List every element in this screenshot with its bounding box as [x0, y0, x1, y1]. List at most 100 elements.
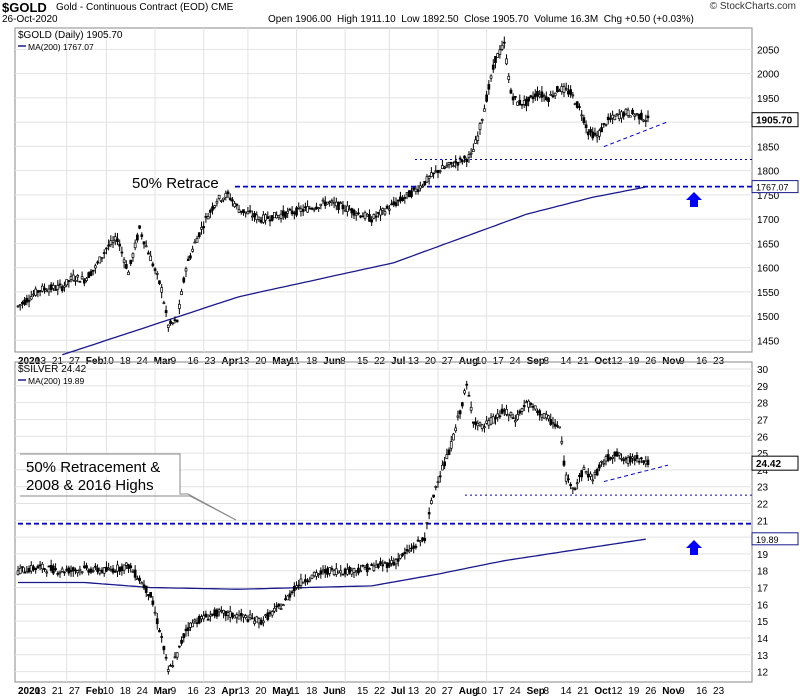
- candle-body: [562, 460, 566, 466]
- candle-body: [54, 568, 57, 571]
- candle-body: [352, 568, 356, 573]
- candle-body: [465, 158, 469, 163]
- candle-body: [18, 568, 22, 574]
- candle-body: [416, 189, 420, 192]
- candle-body: [628, 456, 632, 463]
- candle-body: [330, 568, 334, 570]
- candle-body: [640, 112, 643, 120]
- candle-body: [273, 212, 276, 219]
- candle-body: [315, 206, 318, 210]
- candle-body: [178, 645, 181, 648]
- candle-body: [87, 272, 91, 278]
- candle-body: [637, 113, 641, 120]
- candle-body: [151, 600, 155, 605]
- candle-body: [381, 564, 385, 567]
- y-tick-label: 1650: [757, 239, 780, 250]
- candle-body: [98, 570, 102, 574]
- candle-body: [551, 95, 555, 98]
- candle-body: [38, 290, 42, 292]
- candle-body: [589, 473, 592, 477]
- candle-body: [127, 271, 130, 276]
- candle-body: [403, 552, 407, 554]
- candle-body: [339, 570, 343, 574]
- x-tick-label: 16: [696, 686, 708, 697]
- candle-body: [149, 255, 152, 262]
- candle-body: [372, 565, 376, 571]
- candle-body: [220, 200, 223, 202]
- last-price-label: 24.42: [756, 459, 781, 470]
- candle-body: [116, 238, 119, 243]
- candle-body: [538, 94, 542, 98]
- candle-body: [40, 563, 44, 570]
- candle-body: [549, 419, 553, 425]
- y-tick-label: 21: [757, 516, 769, 527]
- candle-body: [76, 570, 80, 574]
- candle-body: [441, 464, 444, 471]
- candle-body: [266, 612, 270, 620]
- legend-price: $SILVER 24.42: [18, 364, 87, 375]
- candle-body: [310, 574, 314, 579]
- candle-body: [392, 201, 396, 205]
- candle-body: [483, 426, 486, 429]
- x-tick-label: Jul: [391, 686, 406, 697]
- x-tick-label: May: [272, 686, 292, 697]
- candle-body: [551, 422, 555, 424]
- candle-body: [454, 427, 458, 432]
- candle-body: [153, 611, 157, 614]
- candle-body: [383, 211, 387, 215]
- candle-body: [158, 630, 161, 633]
- candle-body: [40, 285, 44, 292]
- candle-body: [164, 310, 168, 314]
- candle-body: [454, 160, 458, 164]
- x-tick-label: 24: [510, 686, 522, 697]
- candle-body: [94, 565, 97, 568]
- candle-body: [144, 245, 148, 248]
- x-tick-label: 8: [544, 686, 550, 697]
- candle-body: [284, 598, 287, 601]
- candle-body: [578, 475, 581, 477]
- candle-body: [410, 547, 413, 550]
- x-tick-label: 20: [255, 686, 267, 697]
- y-tick-label: 25: [757, 449, 769, 460]
- candle-body: [509, 411, 513, 416]
- candle-body: [631, 456, 634, 459]
- candle-body: [410, 190, 413, 197]
- candle-body: [270, 215, 274, 221]
- candle-body: [129, 565, 133, 569]
- candle-body: [312, 208, 316, 211]
- y-tick-label: 1850: [757, 142, 780, 153]
- candle-body: [312, 571, 316, 577]
- candle-body: [598, 130, 601, 137]
- candle-body: [606, 454, 610, 461]
- chart-symbol: $GOLD: [2, 0, 47, 15]
- candle-body: [449, 441, 453, 449]
- candle-body: [43, 287, 46, 291]
- candle-body: [456, 415, 460, 418]
- candle-body: [29, 296, 33, 300]
- candle-body: [582, 117, 586, 124]
- x-tick-label: 21: [52, 686, 64, 697]
- up-arrow-icon: [686, 192, 702, 207]
- low-value: 1892.50: [422, 14, 459, 25]
- candle-body: [270, 611, 274, 616]
- candle-body: [505, 408, 508, 415]
- candle-body: [600, 460, 603, 463]
- candle-body: [138, 577, 141, 582]
- candle-body: [273, 607, 276, 612]
- y-tick-label: 14: [757, 634, 769, 645]
- candle-body: [620, 457, 623, 460]
- candle-body: [140, 582, 144, 585]
- candle-body: [467, 154, 471, 158]
- x-tick-label: Sep: [527, 686, 545, 697]
- candle-body: [36, 565, 40, 569]
- candle-body: [443, 167, 446, 169]
- candle-body: [275, 214, 278, 219]
- candle-body: [25, 297, 29, 303]
- candle-body: [178, 303, 181, 309]
- candle-body: [244, 211, 248, 214]
- candle-body: [498, 415, 502, 418]
- candle-body: [361, 215, 365, 218]
- candle-body: [281, 604, 285, 607]
- y-tick-label: 1500: [757, 312, 780, 323]
